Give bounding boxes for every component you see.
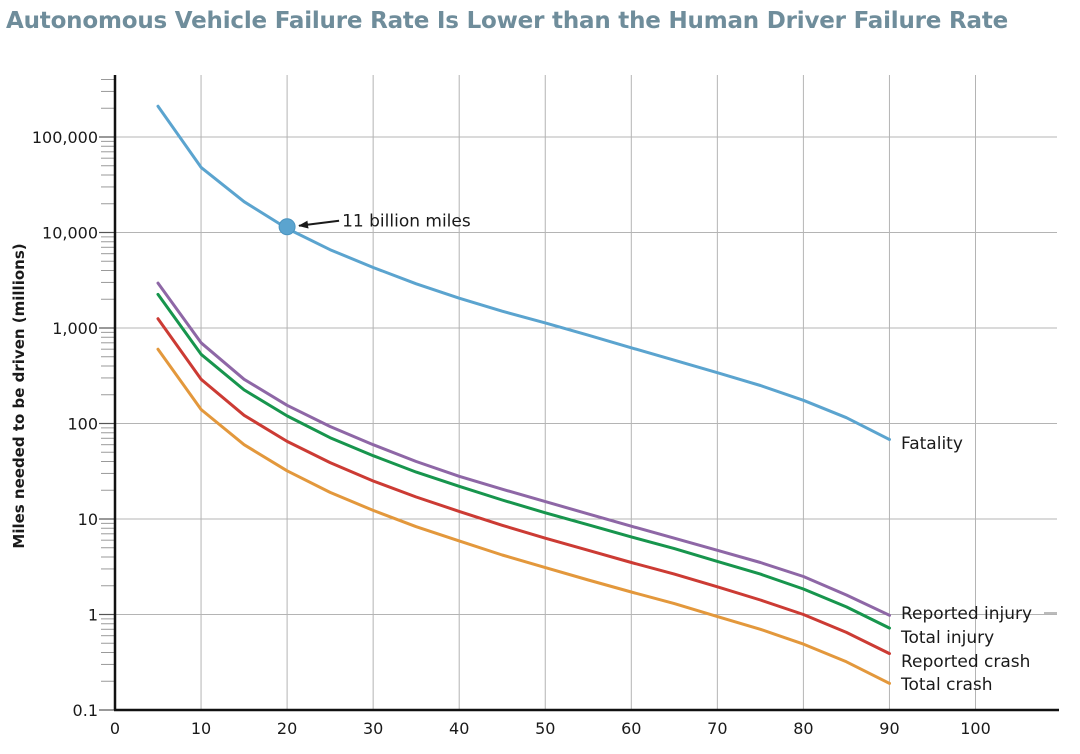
series-label-total-crash: Total crash bbox=[900, 675, 993, 695]
y-tick-label: 1 bbox=[88, 606, 98, 625]
x-tick-labels: 0 10 20 30 40 50 60 70 80 90 100 bbox=[110, 719, 991, 738]
y-tick-label: 100 bbox=[67, 415, 98, 434]
x-tick-label: 50 bbox=[535, 719, 555, 738]
series-label-reported-crash: Reported crash bbox=[901, 652, 1030, 672]
x-tick-label: 0 bbox=[110, 719, 120, 738]
y-axis-label: Miles needed to be driven (millions) bbox=[10, 243, 28, 548]
x-tick-label: 70 bbox=[707, 719, 727, 738]
series-line-total-injury bbox=[156, 292, 891, 630]
y-tick-labels: 0.1 1 10 100 1,000 10,000 100,000 bbox=[32, 128, 98, 720]
x-tick-label: 40 bbox=[449, 719, 469, 738]
x-tick-label: 10 bbox=[191, 719, 211, 738]
series-line-total-crash bbox=[156, 347, 891, 685]
series-label-reported-injury: Reported injury bbox=[901, 604, 1032, 624]
series-lines bbox=[156, 104, 891, 685]
x-tick-label: 60 bbox=[621, 719, 641, 738]
x-tick-label: 80 bbox=[793, 719, 813, 738]
x-tick-label: 90 bbox=[879, 719, 899, 738]
x-tick-label: 100 bbox=[960, 719, 991, 738]
y-tick-label: 100,000 bbox=[32, 128, 98, 147]
annotations: 11 billion miles bbox=[278, 212, 471, 236]
series-line-fatality bbox=[156, 104, 891, 441]
series-labels: Fatality Reported injury Total injury Repor… bbox=[900, 434, 1057, 695]
x-tick-label: 20 bbox=[277, 719, 297, 738]
axes bbox=[113, 75, 1059, 712]
series-label-fatality: Fatality bbox=[901, 434, 963, 454]
minor-tick-marks bbox=[99, 79, 115, 711]
y-tick-label: 0.1 bbox=[73, 701, 98, 720]
y-tick-label: 10 bbox=[78, 510, 98, 529]
annotation-label: 11 billion miles bbox=[342, 212, 471, 232]
chart-title: Autonomous Vehicle Failure Rate Is Lower… bbox=[6, 8, 1009, 34]
y-tick-label: 10,000 bbox=[42, 224, 98, 243]
series-line-reported-injury bbox=[156, 281, 891, 617]
series-label-total-injury: Total injury bbox=[900, 628, 994, 648]
grid-lines bbox=[115, 75, 1057, 710]
x-tick-label: 30 bbox=[363, 719, 383, 738]
annotation-point bbox=[278, 218, 296, 236]
y-tick-label: 1,000 bbox=[52, 319, 98, 338]
annotation-arrow bbox=[298, 219, 340, 229]
series-line-reported-crash bbox=[156, 317, 891, 656]
